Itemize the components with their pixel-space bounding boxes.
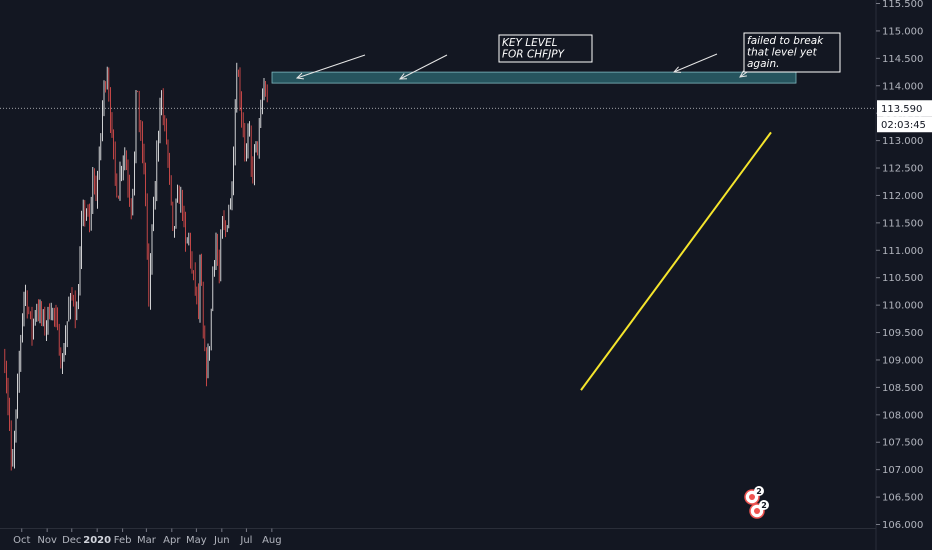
note-line: FOR CHFJPY bbox=[502, 49, 566, 61]
badge-count-bg bbox=[754, 486, 764, 496]
time-tick-label: Jul bbox=[239, 535, 252, 546]
price-tick-label: 107.500 bbox=[882, 438, 923, 449]
arrow-line[interactable] bbox=[399, 54, 448, 80]
badge-count-bg bbox=[759, 500, 769, 510]
arrow-head bbox=[739, 70, 747, 78]
arrow-head bbox=[295, 72, 304, 80]
key-level-zone[interactable] bbox=[271, 71, 797, 84]
price-axis[interactable]: 106.000 106.500 107.000 107.500 108.000 108.5… bbox=[875, 0, 932, 550]
note-line: failed to break bbox=[747, 35, 824, 47]
badge-dot bbox=[754, 508, 760, 514]
last-price-value: 113.590 bbox=[881, 104, 922, 115]
price-tick-label: 111.000 bbox=[882, 246, 923, 257]
badge-count: 2 bbox=[756, 487, 762, 496]
price-tick-label: 115.500 bbox=[882, 0, 923, 10]
price-tick-label: 108.500 bbox=[882, 383, 923, 394]
event-badge[interactable]: 2 bbox=[744, 486, 764, 505]
last-price-label[interactable]: 113.590 02:03:45 bbox=[877, 100, 932, 133]
badge-count: 2 bbox=[761, 501, 767, 510]
price-tick-label: 110.500 bbox=[882, 273, 923, 284]
arrow-head bbox=[672, 66, 682, 73]
badge-dot bbox=[749, 494, 755, 500]
price-tick-label: 107.000 bbox=[882, 465, 923, 476]
price-tick-label: 115.000 bbox=[882, 26, 923, 37]
countdown-value: 02:03:45 bbox=[881, 120, 926, 131]
price-tick-label: 108.000 bbox=[882, 410, 923, 421]
price-tick-label: 112.000 bbox=[882, 191, 923, 202]
arrow-line[interactable] bbox=[673, 53, 718, 73]
time-tick-label: Aug bbox=[262, 535, 282, 546]
note-box bbox=[743, 32, 841, 73]
note-line: KEY LEVEL bbox=[502, 37, 558, 49]
time-tick-label: Nov bbox=[37, 535, 57, 546]
time-tick-label: Jun bbox=[213, 535, 230, 546]
time-tick-label: May bbox=[186, 535, 207, 546]
price-tick-label: 113.000 bbox=[882, 136, 923, 147]
note-line: again. bbox=[747, 58, 779, 70]
price-tick-label: 109.500 bbox=[882, 328, 923, 339]
last-price-bg bbox=[877, 100, 932, 117]
time-tick-label: Oct bbox=[13, 535, 30, 546]
event-badge[interactable]: 2 bbox=[749, 500, 769, 519]
time-tick-label: Dec bbox=[62, 535, 81, 546]
note-box bbox=[498, 34, 593, 63]
countdown-bg bbox=[877, 116, 932, 133]
price-tick-label: 111.500 bbox=[882, 218, 923, 229]
arrow-head bbox=[398, 73, 408, 80]
time-tick-label: Apr bbox=[163, 535, 181, 546]
time-tick-label: Feb bbox=[114, 535, 132, 546]
candles-group bbox=[4, 62, 268, 471]
price-tick-label: 112.500 bbox=[882, 164, 923, 175]
time-axis[interactable]: Oct Nov Dec 2020 Feb Mar Apr May Jun Jul Aug bbox=[0, 528, 876, 547]
price-tick-label: 114.500 bbox=[882, 54, 923, 65]
time-tick-label: Mar bbox=[137, 535, 157, 546]
price-tick-label: 109.000 bbox=[882, 355, 923, 366]
price-tick-label: 114.000 bbox=[882, 81, 923, 92]
trendline[interactable] bbox=[580, 131, 772, 391]
price-tick-label: 106.500 bbox=[882, 493, 923, 504]
time-tick-label: 2020 bbox=[83, 535, 111, 546]
price-tick-label: 106.000 bbox=[882, 520, 923, 531]
note-line: that level yet bbox=[747, 47, 818, 59]
arrow-line[interactable] bbox=[296, 54, 366, 79]
price-tick-label: 110.000 bbox=[882, 301, 923, 312]
